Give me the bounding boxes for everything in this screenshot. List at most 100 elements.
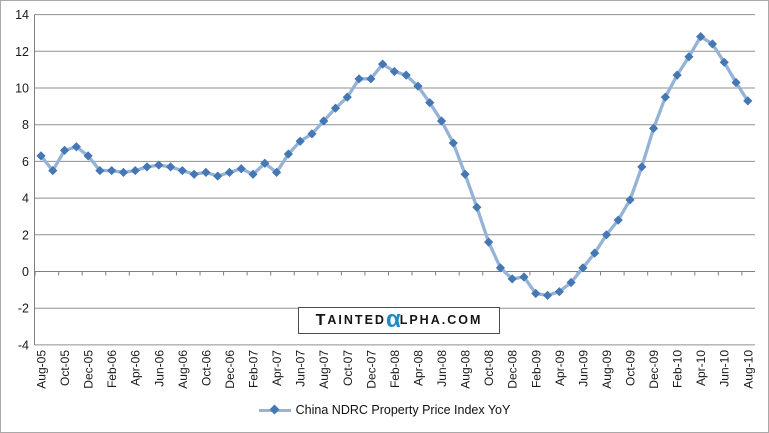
data-point-marker (201, 167, 211, 178)
x-tick-label: Aug-09 (600, 350, 614, 389)
data-point-marker (413, 81, 423, 91)
watermark-taintedalpha-box: T AINTED α LPHA.COM (298, 307, 500, 334)
data-point-marker (130, 165, 140, 176)
data-point-marker (142, 162, 152, 172)
data-point-marker (224, 167, 235, 178)
x-tick-label: Apr-06 (129, 350, 143, 386)
x-tick-label: Oct-09 (624, 350, 638, 386)
x-tick-label: Dec-07 (364, 350, 378, 389)
data-point-marker (378, 59, 388, 69)
x-tick-label: Jun-10 (718, 350, 732, 387)
data-point-marker (472, 202, 482, 212)
data-point-marker (213, 171, 223, 181)
data-point-marker (531, 288, 541, 299)
x-tick-label: Feb-10 (671, 350, 685, 388)
data-point-marker (283, 149, 293, 159)
data-point-marker (342, 92, 352, 102)
data-point-marker (660, 92, 670, 102)
data-point-marker (743, 96, 753, 106)
x-tick-label: Dec-09 (647, 350, 661, 389)
y-tick-label: 8 (22, 118, 29, 132)
x-tick-label: Jun-08 (435, 350, 449, 387)
x-tick-label: Jun-06 (152, 350, 166, 387)
legend-series-label: China NDRC Property Price Index YoY (295, 403, 511, 417)
x-tick-label: Oct-05 (58, 350, 72, 386)
legend-line-marker-sample (258, 404, 291, 415)
watermark-alpha-glyph: α (385, 305, 401, 333)
x-tick-label: Apr-10 (694, 350, 708, 386)
data-point-marker (165, 162, 176, 172)
y-tick-label: 14 (15, 8, 29, 22)
x-tick-label: Aug-05 (35, 350, 49, 389)
data-point-marker (484, 237, 494, 247)
x-tick-label: Aug-10 (741, 350, 755, 389)
legend: China NDRC Property Price Index YoY (1, 400, 768, 420)
data-point-marker (507, 274, 517, 284)
x-tick-label: Apr-08 (411, 350, 425, 386)
data-point-marker (248, 169, 258, 179)
y-tick-label: 0 (22, 265, 29, 279)
data-point-marker (519, 272, 529, 282)
data-point-marker (672, 70, 682, 80)
data-point-marker (637, 162, 647, 172)
x-tick-label: Aug-08 (459, 350, 473, 389)
data-point-marker (448, 138, 458, 148)
data-point-marker (118, 167, 129, 178)
data-point-marker (36, 151, 46, 161)
data-point-marker (154, 160, 164, 170)
data-point-marker (389, 66, 399, 77)
data-point-marker (566, 277, 576, 288)
x-tick-label: Feb-08 (388, 350, 402, 388)
data-point-marker (684, 52, 694, 62)
watermark-text: T (315, 311, 328, 329)
data-point-marker (189, 169, 199, 179)
data-point-marker (460, 169, 470, 179)
watermark-text: AINTED (327, 313, 386, 328)
x-tick-label: Dec-05 (82, 350, 96, 389)
x-tick-label: Dec-08 (506, 350, 520, 389)
data-point-marker (319, 116, 329, 126)
watermark-text: LPHA.COM (399, 313, 483, 328)
x-tick-label: Dec-06 (223, 350, 237, 389)
data-point-marker (542, 290, 553, 300)
data-point-marker (436, 116, 447, 126)
data-point-marker (307, 129, 317, 139)
data-point-marker (48, 165, 58, 176)
x-tick-label: Feb-07 (247, 350, 261, 388)
x-tick-label: Feb-06 (105, 350, 119, 388)
data-point-marker (625, 195, 635, 205)
data-point-marker (59, 145, 70, 155)
data-point-marker (354, 74, 364, 84)
x-tick-label: Aug-06 (176, 350, 190, 389)
x-tick-label: Jun-09 (576, 350, 590, 387)
data-point-marker (330, 103, 341, 113)
x-tick-label: Oct-07 (341, 350, 355, 386)
y-tick-label: 6 (22, 155, 29, 169)
legend-diamond-icon (269, 404, 280, 414)
data-point-marker (648, 123, 659, 133)
data-point-marker (107, 165, 117, 176)
y-tick-label: 4 (22, 192, 29, 206)
y-tick-label: 12 (15, 45, 29, 59)
x-tick-label: Apr-09 (553, 350, 567, 386)
data-point-marker (495, 263, 506, 273)
data-point-marker (177, 165, 187, 176)
data-point-marker (707, 39, 718, 49)
data-point-marker (601, 230, 612, 240)
data-point-marker (696, 32, 706, 42)
y-tick-label: 2 (22, 228, 29, 242)
data-point-marker (578, 263, 588, 273)
data-point-marker (613, 215, 623, 225)
data-point-marker (401, 70, 411, 80)
x-tick-label: Jun-07 (294, 350, 308, 387)
x-tick-label: Oct-08 (482, 350, 496, 386)
data-point-marker (71, 142, 81, 152)
data-point-marker (95, 165, 105, 176)
data-point-marker (731, 77, 741, 88)
x-tick-label: Apr-07 (270, 350, 284, 386)
y-tick-label: -4 (18, 338, 29, 352)
data-point-marker (366, 74, 376, 84)
x-tick-label: Feb-09 (529, 350, 543, 388)
